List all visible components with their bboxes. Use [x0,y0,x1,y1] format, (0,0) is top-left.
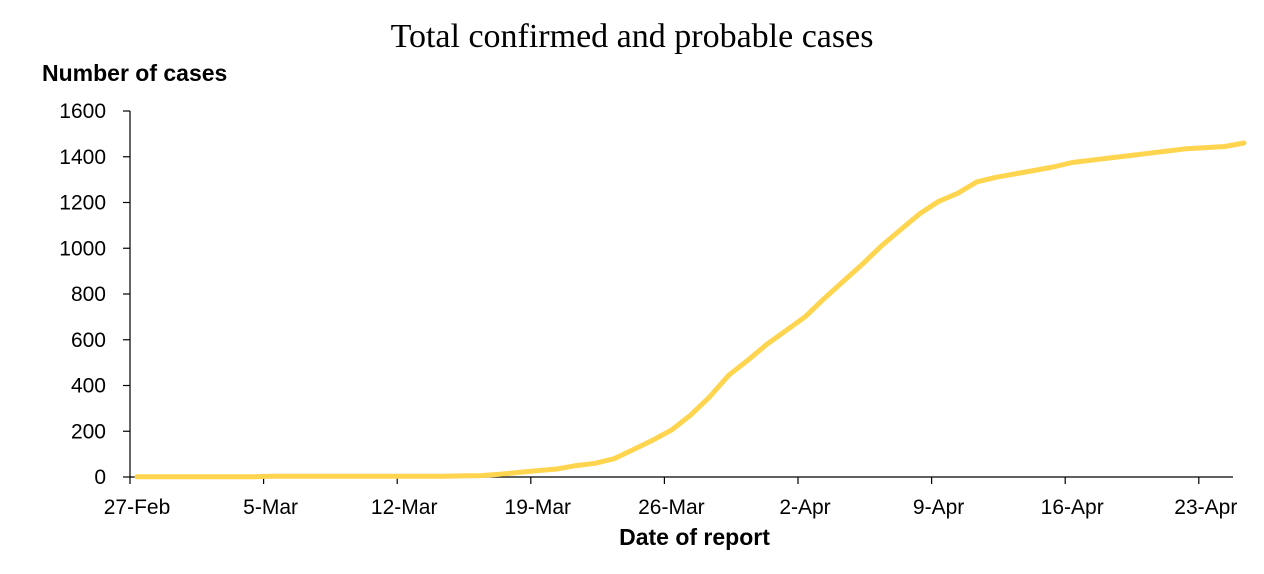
x-tick-label: 26-Mar [638,496,705,519]
x-tick-label: 5-Mar [243,496,298,519]
y-tick-label: 800 [71,283,106,306]
x-axis-label: Date of report [619,524,770,550]
series-line [134,140,1247,480]
x-tick-label: 12-Mar [371,496,438,519]
x-tick-label: 27-Feb [104,496,171,519]
x-tick-label: 2-Apr [779,496,830,519]
y-tick-label: 1600 [59,100,106,123]
y-tick-label: 1000 [59,237,106,260]
x-ticks: 27-Feb 5-Mar 12-Mar 19-Mar 26-Mar 2-Apr 9-Apr 1… [104,477,1237,519]
series-group [134,140,1247,480]
x-tick-label: 23-Apr [1174,496,1237,519]
chart-title: Total confirmed and probable cases [390,18,874,55]
y-tick-label: 400 [71,375,106,398]
y-ticks: 0 200 400 600 800 1000 1200 1400 1600 [59,100,130,489]
x-tick-label: 16-Apr [1041,496,1104,519]
y-tick-label: 0 [94,466,106,489]
y-axis-label: Number of cases [42,60,228,86]
y-tick-label: 200 [71,420,106,443]
y-tick-label: 1400 [59,146,106,169]
y-tick-label: 600 [71,329,106,352]
y-tick-label: 1200 [59,192,106,215]
x-tick-label: 19-Mar [505,496,572,519]
x-tick-label: 9-Apr [913,496,964,519]
